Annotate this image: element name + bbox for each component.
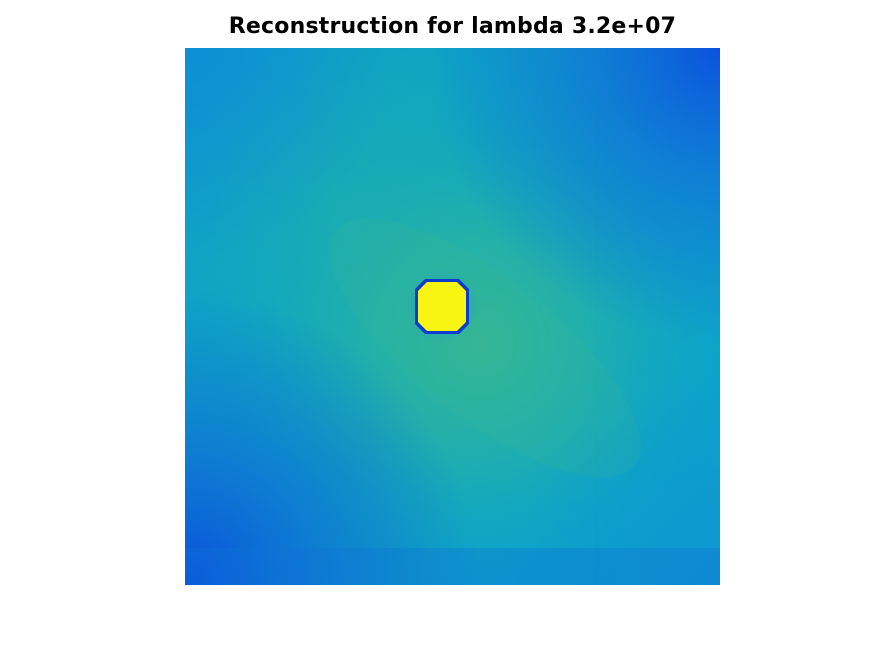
plot-title: Reconstruction for lambda 3.2e+07 xyxy=(228,14,677,39)
reconstruction-image xyxy=(185,48,720,585)
inclusion-core xyxy=(418,282,466,331)
